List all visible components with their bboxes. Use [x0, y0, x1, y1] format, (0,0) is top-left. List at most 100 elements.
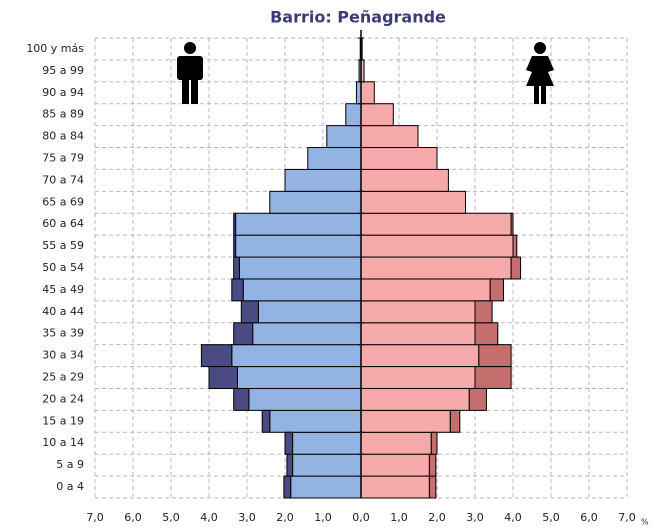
y-tick-label: 50 a 54: [42, 261, 84, 274]
y-tick-label: 100 y más: [26, 42, 84, 55]
axes: 7,0 6,0 5,0 4,0 3,0 2,0 1,0 0,0 1,0 2,0 3,0 4,0 5,0 6…: [26, 30, 649, 527]
bar: [242, 278, 362, 302]
y-tick-label: 90 a 94: [42, 86, 84, 99]
x-tick-label: 0,0: [352, 511, 370, 524]
x-tick-label: 4,0: [200, 511, 218, 524]
x-tick-label: 1,0: [314, 511, 332, 524]
bar: [284, 431, 294, 455]
bar: [233, 256, 240, 280]
bar: [235, 212, 362, 236]
bar: [307, 147, 362, 170]
x-tick-label: 2,0: [276, 511, 294, 524]
bar: [233, 387, 250, 411]
bar: [326, 125, 362, 149]
bar: [360, 190, 466, 214]
bar: [360, 234, 514, 258]
y-tick-label: 45 a 49: [42, 283, 84, 296]
bar: [512, 234, 518, 258]
bar: [283, 475, 292, 499]
bar: [292, 453, 362, 477]
bar: [360, 300, 476, 324]
bar: [474, 300, 493, 324]
bar: [360, 81, 375, 105]
x-tick-label: 7,0: [618, 511, 636, 524]
y-tick-label: 70 a 74: [42, 173, 84, 186]
x-tick-label: 5,0: [542, 511, 560, 524]
x-tick-label: 6,0: [124, 511, 142, 524]
x-tick-label: 1,0: [390, 511, 408, 524]
y-tick-label: 85 a 89: [42, 108, 84, 121]
x-tick-label: 6,0: [580, 511, 598, 524]
y-tick-label: 20 a 24: [42, 392, 84, 405]
y-tick-label: 55 a 59: [42, 239, 84, 252]
bar: [428, 453, 437, 477]
bar: [360, 168, 449, 192]
bar: [233, 234, 237, 258]
bar: [474, 366, 512, 389]
y-tick-label: 25 a 29: [42, 371, 84, 384]
bar: [510, 256, 522, 280]
y-tick-label: 60 a 64: [42, 217, 84, 230]
x-tick-label: 7,0: [86, 511, 104, 524]
bar: [237, 366, 362, 389]
bars: [200, 37, 522, 499]
bar: [286, 453, 294, 477]
bar: [360, 103, 394, 127]
bar: [240, 300, 259, 324]
bar: [360, 125, 419, 149]
y-tick-label: 65 a 69: [42, 195, 84, 208]
bar: [248, 387, 362, 411]
y-tick-label: 40 a 44: [42, 305, 84, 318]
bar: [360, 366, 476, 389]
x-tick-label: 5,0: [162, 511, 180, 524]
x-axis-label: %: [641, 518, 649, 527]
bar: [360, 322, 476, 346]
y-tick-label: 15 a 19: [42, 414, 84, 427]
bar: [269, 190, 362, 214]
bar: [430, 431, 438, 455]
y-tick-label: 75 a 79: [42, 151, 84, 164]
bar: [269, 409, 362, 433]
bar: [449, 409, 461, 433]
bar: [428, 475, 437, 499]
bar: [360, 212, 512, 236]
y-tick-label: 35 a 39: [42, 327, 84, 340]
bar: [360, 453, 430, 477]
bar: [360, 147, 438, 170]
bar: [252, 322, 362, 346]
bar: [360, 344, 480, 368]
x-tick-label: 3,0: [238, 511, 256, 524]
y-tick-label: 10 a 14: [42, 436, 84, 449]
bar: [235, 234, 362, 258]
y-tick-label: 5 a 9: [56, 458, 84, 471]
bar: [231, 344, 362, 368]
bar: [200, 344, 233, 368]
male-icon: [177, 42, 203, 104]
bar: [238, 256, 362, 280]
bar: [284, 168, 362, 192]
y-tick-label: 95 a 99: [42, 64, 84, 77]
bar: [360, 431, 432, 455]
bar: [510, 212, 514, 236]
bar: [360, 475, 430, 499]
x-tick-label: 3,0: [466, 511, 484, 524]
bar: [233, 212, 237, 236]
bar: [292, 431, 362, 455]
y-tick-label: 0 a 4: [56, 480, 84, 493]
bar: [208, 366, 238, 389]
bar: [489, 278, 505, 302]
bar: [261, 409, 271, 433]
bar: [478, 344, 512, 368]
female-icon: [526, 42, 554, 104]
bar: [468, 387, 487, 411]
x-tick-label: 4,0: [504, 511, 522, 524]
y-tick-label: 30 a 34: [42, 349, 84, 362]
chart-title: Barrio: Peñagrande: [270, 8, 446, 27]
bar: [231, 278, 244, 302]
bar: [360, 256, 512, 280]
bar: [474, 322, 499, 346]
bar: [257, 300, 362, 324]
bar: [360, 387, 470, 411]
bar: [290, 475, 362, 499]
